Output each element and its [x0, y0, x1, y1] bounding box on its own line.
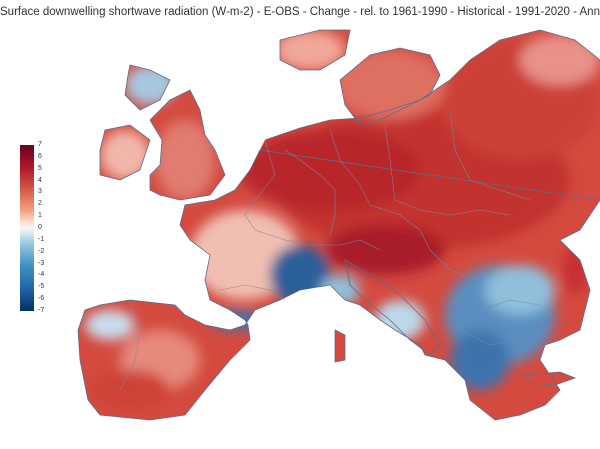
coastlines: [77, 29, 600, 421]
legend-tick: -3: [38, 259, 45, 267]
legend-tick: -5: [38, 283, 45, 291]
legend-tick: 2: [38, 200, 42, 208]
legend-tick: 3: [38, 188, 42, 196]
legend-tick: 4: [38, 176, 42, 184]
country-borders: [119, 109, 541, 391]
legend-tick: -7: [38, 307, 45, 314]
legend-tick: 0: [38, 224, 42, 231]
legend-tick: 1: [38, 212, 42, 220]
legend-tick: -4: [38, 271, 45, 279]
legend-tick: 7: [38, 141, 42, 148]
map-title: Surface downwelling shortwave radiation …: [0, 6, 600, 18]
legend-tick: -1: [38, 235, 45, 243]
legend-tick: 5: [38, 164, 42, 172]
color-scale-ticks: 7 6 5 4 3 2 1 0 -1 -2 -3 -4 -5 -6 -7: [38, 141, 62, 314]
color-scale-bar: [20, 145, 34, 311]
legend-tick: -6: [38, 295, 45, 303]
legend-tick: 6: [38, 152, 42, 160]
legend-tick: -2: [38, 247, 45, 255]
